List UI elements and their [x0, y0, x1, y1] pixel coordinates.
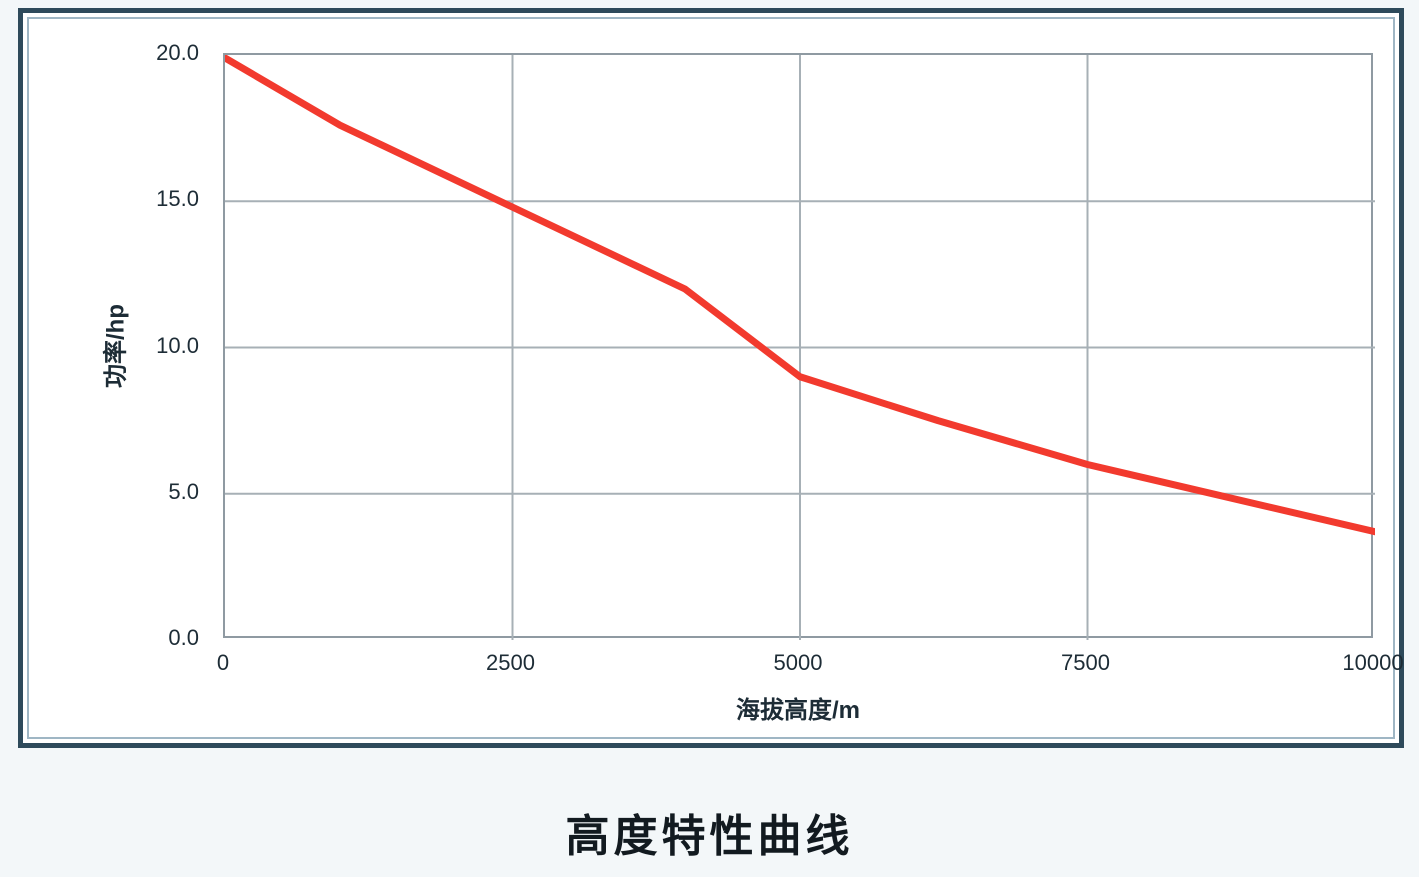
x-tick-label: 10000 — [1342, 650, 1403, 676]
y-tick-label: 0.0 — [168, 625, 199, 651]
x-tick-label: 5000 — [774, 650, 823, 676]
y-axis-label: 功率/hp — [96, 304, 131, 388]
page-root: 0.0 5.0 10.0 15.0 20.0 0 2500 5000 7500 10000 功率/h… — [0, 0, 1419, 877]
y-tick-label: 15.0 — [156, 186, 199, 212]
chart-frame: 0.0 5.0 10.0 15.0 20.0 0 2500 5000 7500 10000 功率/h… — [18, 8, 1404, 748]
x-tick-label: 2500 — [486, 650, 535, 676]
chart-svg — [225, 55, 1375, 640]
chart-caption: 高度特性曲线 — [566, 800, 854, 864]
y-tick-label: 5.0 — [168, 479, 199, 505]
y-tick-label: 20.0 — [156, 40, 199, 66]
x-tick-label: 0 — [217, 650, 229, 676]
y-tick-label: 10.0 — [156, 333, 199, 359]
x-tick-label: 7500 — [1061, 650, 1110, 676]
x-axis-label: 海拔高度/m — [736, 690, 860, 725]
plot-area — [223, 53, 1373, 638]
